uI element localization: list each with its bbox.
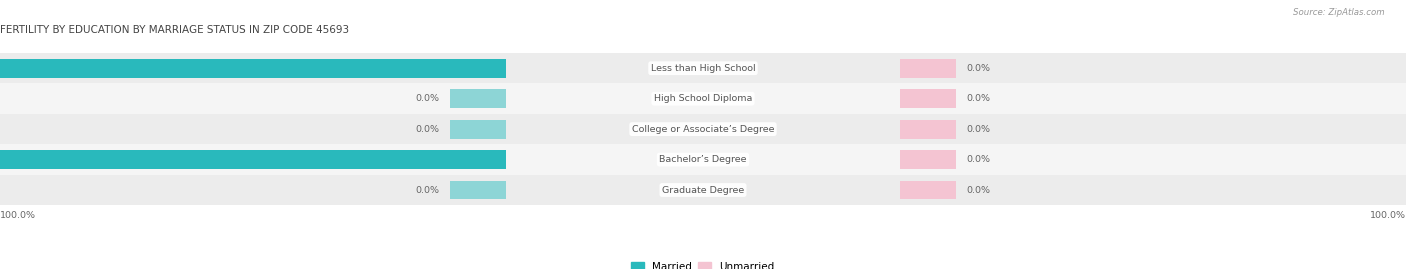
Bar (0, 175, 1406, 205)
Text: 0.0%: 0.0% (967, 94, 991, 103)
Text: College or Associate’s Degree: College or Associate’s Degree (631, 125, 775, 134)
Bar (0, 83, 1406, 114)
Bar (900, 120, 956, 139)
Text: Less than High School: Less than High School (651, 64, 755, 73)
Bar (900, 150, 956, 169)
Bar (450, 120, 506, 139)
Bar (0, 114, 1406, 144)
Text: 0.0%: 0.0% (415, 94, 439, 103)
Bar (0, 53, 1406, 83)
Text: 100.0%: 100.0% (1369, 211, 1406, 220)
Text: 0.0%: 0.0% (967, 186, 991, 194)
Text: 0.0%: 0.0% (967, 155, 991, 164)
Bar (450, 180, 506, 200)
Text: Source: ZipAtlas.com: Source: ZipAtlas.com (1294, 8, 1385, 17)
Bar (900, 180, 956, 200)
Bar (0, 150, 506, 169)
Bar (0, 144, 1406, 175)
Text: Bachelor’s Degree: Bachelor’s Degree (659, 155, 747, 164)
Bar (900, 59, 956, 78)
Text: Graduate Degree: Graduate Degree (662, 186, 744, 194)
Bar (900, 89, 956, 108)
Text: 0.0%: 0.0% (967, 64, 991, 73)
Text: High School Diploma: High School Diploma (654, 94, 752, 103)
Text: 0.0%: 0.0% (415, 186, 439, 194)
Bar (450, 89, 506, 108)
Legend: Married, Unmarried: Married, Unmarried (631, 262, 775, 269)
Text: FERTILITY BY EDUCATION BY MARRIAGE STATUS IN ZIP CODE 45693: FERTILITY BY EDUCATION BY MARRIAGE STATU… (0, 25, 349, 35)
Text: 0.0%: 0.0% (415, 125, 439, 134)
Bar (0, 59, 506, 78)
Text: 0.0%: 0.0% (967, 125, 991, 134)
Text: 100.0%: 100.0% (0, 211, 37, 220)
